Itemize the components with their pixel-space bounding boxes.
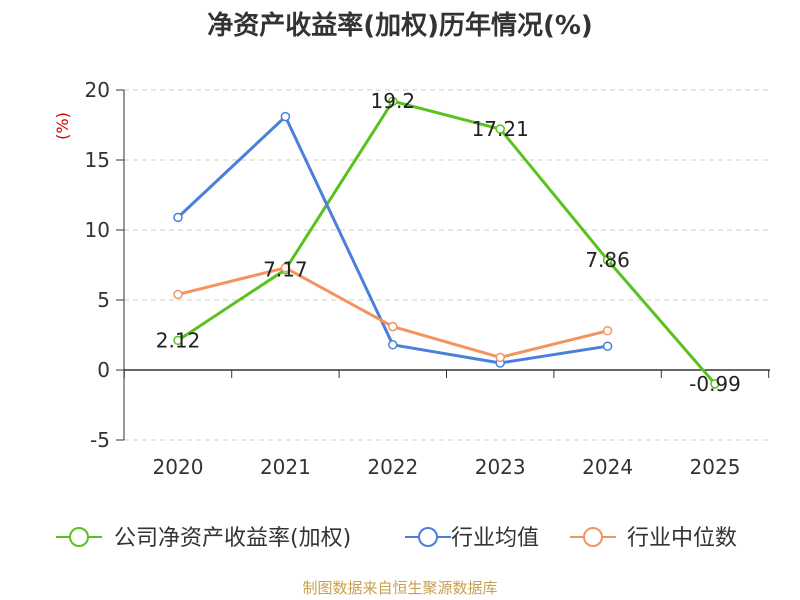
series-3	[173, 263, 613, 363]
legend-swatch-marker	[418, 527, 438, 547]
y-tick-label: 15	[85, 148, 110, 172]
data-point	[173, 289, 183, 300]
data-point	[602, 341, 613, 351]
grid-lines	[124, 89, 770, 441]
legend-item: 行业中位数	[570, 526, 737, 551]
legend-item: 行业均值	[405, 526, 539, 551]
x-tick-label: 2022	[367, 455, 418, 479]
data-labels: 2.12 7.17 19.2 17.21 7.86 -0.99	[156, 89, 741, 396]
series-1	[173, 96, 720, 389]
data-point	[280, 111, 291, 122]
data-point	[388, 96, 398, 106]
y-tick-label: 10	[85, 218, 110, 242]
legend-swatch-marker	[69, 527, 89, 547]
series-line	[177, 99, 717, 385]
data-label: 17.21	[472, 117, 529, 141]
data-point	[495, 352, 505, 363]
data-point	[280, 263, 291, 273]
data-label: 19.2	[371, 89, 416, 113]
legend-item: 公司净资产收益率(加权)	[56, 526, 351, 551]
data-point	[173, 335, 183, 346]
y-tick-label: 5	[97, 288, 110, 312]
data-label: 7.17	[263, 258, 308, 282]
y-tick-label: 0	[97, 358, 110, 382]
series	[173, 96, 720, 389]
x-tick-label: 2024	[582, 455, 633, 479]
y-axis-unit: (%)	[53, 112, 72, 140]
legend-label: 行业均值	[451, 526, 539, 551]
y-tick-label: -5	[90, 428, 110, 452]
y-tick-label: 20	[85, 78, 110, 102]
data-label: -0.99	[689, 372, 741, 396]
legend-swatch-marker	[583, 527, 603, 547]
legend: 公司净资产收益率(加权) 行业均值 行业中位数	[56, 526, 737, 551]
data-point	[495, 124, 505, 134]
legend-label: 行业中位数	[627, 526, 737, 551]
data-label: 7.86	[585, 248, 630, 272]
legend-label: 公司净资产收益率(加权)	[114, 526, 351, 551]
data-point	[388, 340, 398, 350]
x-tick-label: 2025	[690, 455, 741, 479]
x-tick-label: 2023	[475, 455, 526, 479]
data-point	[710, 379, 720, 389]
data-point	[173, 212, 183, 223]
data-point	[602, 255, 613, 265]
x-tick-label: 2020	[153, 455, 204, 479]
data-point	[602, 326, 613, 336]
data-point	[388, 321, 398, 332]
data-label: 2.12	[156, 328, 201, 352]
source-note: 制图数据来自恒生聚源数据库	[302, 579, 497, 597]
x-tick-label: 2021	[260, 455, 311, 479]
chart-title: 净资产收益率(加权)历年情况(%)	[207, 10, 593, 41]
